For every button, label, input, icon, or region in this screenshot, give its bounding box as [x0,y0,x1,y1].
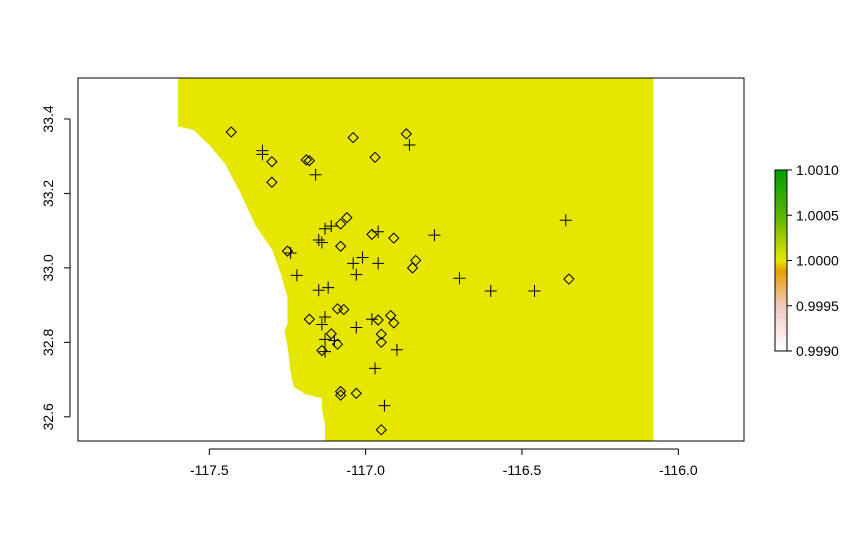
plus-point [369,362,382,375]
y-tick-label: 33.4 [40,105,56,132]
plus-point [319,345,332,358]
plus-point [309,168,322,181]
legend-tick-label: 0.9990 [796,343,839,359]
plus-point [319,333,332,346]
plus-point [528,284,541,297]
legend: 0.9990 0.9995 1.0000 1.0005 1.0010 [774,162,839,359]
diamond-point [334,389,347,401]
raster-layer [178,78,654,441]
diamond-point [266,156,278,168]
x-tick-label: -116.0 [659,462,698,478]
y-tick-label: 32.8 [40,329,56,356]
plus-point [428,229,441,242]
plus-point [319,222,332,235]
plus-point [378,399,391,412]
plus-point [372,257,385,270]
diamond-point [563,273,575,285]
legend-tick-label: 1.0010 [796,162,839,178]
x-axis: -117.5 -117.0 -116.5 -116.0 [190,448,698,478]
legend-tick-label: 1.0000 [796,253,839,269]
diamond-point [303,313,316,325]
plus-point [312,284,325,297]
diamond-point [334,218,347,230]
diamond-point [406,262,419,274]
y-axis: 32.6 32.8 33.0 33.2 33.4 [40,105,71,430]
diamond-point [303,154,316,167]
y-tick-label: 33.2 [40,180,56,207]
plus-point [356,251,369,264]
diamond-point [225,126,237,138]
x-tick-label: -117.0 [346,462,385,478]
diamond-point [369,151,381,164]
y-tick-label: 33.0 [40,254,56,281]
diamond-point [334,385,347,398]
plus-point [453,272,466,285]
legend-tick-label: 1.0005 [796,207,839,223]
x-tick-label: -117.5 [190,462,229,478]
diamond-point [341,211,353,224]
plus-point [403,139,416,152]
diamond-point [400,128,413,140]
plus-point [350,268,363,281]
diamond-point [347,131,359,144]
plus-point [484,284,497,297]
diamond-point [375,328,388,340]
diamond-point [334,240,347,252]
plus-point [284,246,297,259]
points-layer [225,126,575,436]
diamond-point [375,336,388,349]
plot-frame [77,77,745,442]
raster-fill [178,78,654,441]
plus-point [365,313,378,326]
plus-point [328,334,341,347]
diamond-point [372,314,384,326]
legend-tick-label: 0.9995 [796,298,839,314]
x-tick-label: -116.5 [503,462,542,478]
plus-point [322,281,335,294]
plus-point [559,214,572,227]
diamond-point [300,154,312,166]
diamond-point [325,328,337,340]
plus-point [312,233,325,246]
plus-point [315,318,328,331]
legend-colorbar [774,169,788,352]
diamond-point [388,317,400,329]
diamond-point [338,303,350,316]
diamond-point [388,232,400,244]
diamond-point [350,387,362,400]
plus-point [350,321,363,334]
plus-point [347,257,360,270]
plus-point [325,220,338,233]
diamond-point [366,228,378,241]
plus-point [290,269,303,282]
plus-point [319,311,332,324]
diamond-point [266,176,278,188]
diamond-point [375,424,388,436]
y-tick-label: 32.6 [40,403,56,430]
plus-point [315,236,328,249]
plus-point [372,225,385,238]
plus-point [390,343,403,356]
plus-point [256,148,269,161]
